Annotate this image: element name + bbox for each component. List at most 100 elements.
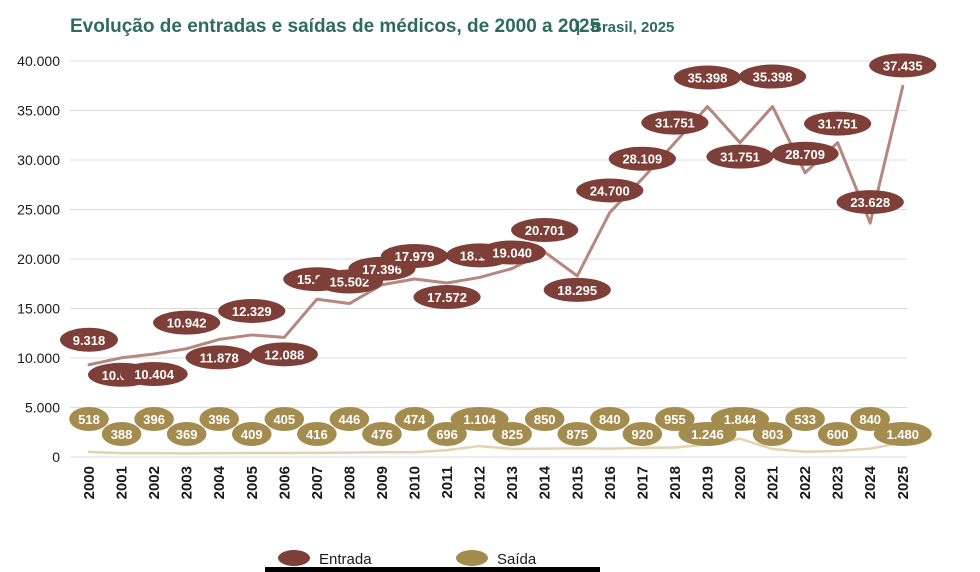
legend-entrada-label: Entrada: [319, 551, 372, 568]
saida-point-marker: [873, 422, 932, 446]
x-tick-label: 2022: [797, 466, 814, 499]
saida-point-marker: [362, 422, 402, 446]
saida-point-marker: [785, 407, 825, 431]
entrada-line: [87, 84, 905, 367]
entrada-data-label: 35.398: [753, 70, 793, 85]
saida-data-label: 840: [599, 412, 621, 427]
entrada-data-label: 31.751: [720, 150, 760, 165]
x-tick-label: 2018: [667, 466, 684, 499]
saida-data-label: 396: [208, 412, 230, 427]
legend-entrada-swatch: [278, 550, 310, 566]
saida-data-label: 696: [436, 427, 458, 442]
saida-point-marker: [711, 407, 769, 431]
entrada-point-marker: [185, 345, 253, 370]
entrada-data-label: 10.942: [167, 316, 207, 331]
y-tick-label: 35.000: [17, 103, 60, 119]
entrada-data-label: 18.295: [557, 283, 597, 298]
saida-data-label: 803: [762, 427, 784, 442]
entrada-data-label: 15.502: [330, 275, 370, 290]
x-tick-label: 2019: [699, 466, 716, 499]
entrada-point-marker: [250, 342, 318, 367]
y-tick-label: 5.000: [25, 400, 60, 416]
saida-data-label: 920: [631, 427, 653, 442]
x-tick-label: 2000: [81, 466, 98, 499]
entrada-point-marker: [120, 362, 188, 387]
saida-point-marker: [231, 422, 272, 446]
y-tick-label: 15.000: [17, 301, 60, 317]
saida-point-marker: [297, 422, 337, 446]
legend: Entrada Saída: [278, 550, 537, 568]
entrada-data-label: 20.701: [525, 223, 565, 238]
legend-saida-label: Saída: [497, 551, 537, 568]
x-tick-label: 2002: [146, 466, 163, 499]
x-tick-label: 2016: [602, 466, 619, 499]
entrada-point-marker: [608, 146, 676, 171]
saida-data-label: 369: [176, 427, 198, 442]
x-axis: 2000 2001 2002 2003 2004 2005 2006 2007 2008 2009…: [81, 465, 912, 499]
entrada-data-label: 23.628: [850, 195, 890, 210]
saida-point-marker: [752, 422, 793, 446]
x-tick-label: 2001: [114, 466, 131, 499]
entrada-point-marker: [804, 111, 872, 136]
entrada-data-label: 10.404: [134, 367, 175, 382]
x-tick-label: 2004: [211, 465, 228, 499]
x-tick-label: 2006: [276, 466, 293, 499]
entrada-point-marker: [153, 310, 221, 335]
saida-point-marker: [329, 407, 370, 431]
saida-point-marker: [817, 422, 858, 446]
x-tick-label: 2024: [862, 465, 879, 499]
saida-data-label: 840: [859, 412, 881, 427]
entrada-data-label: 9.318: [73, 333, 106, 348]
entrada-point-marker: [706, 144, 774, 169]
saida-data-label: 533: [794, 412, 816, 427]
saida-data-label: 875: [566, 427, 588, 442]
saida-data-label: 396: [143, 412, 165, 427]
saida-data-label: 825: [501, 427, 523, 442]
x-tick-label: 2023: [830, 466, 847, 499]
entrada-point-marker: [641, 110, 709, 135]
x-tick-label: 2014: [537, 465, 554, 499]
entrada-point-marker: [543, 277, 611, 302]
saida-data-label: 1.480: [886, 427, 919, 442]
saida-point-marker: [427, 422, 467, 446]
saida-data-label: 955: [664, 412, 686, 427]
x-tick-label: 2013: [504, 466, 521, 499]
entrada-point-marker: [576, 178, 644, 203]
saida-point-marker: [134, 407, 174, 431]
chart-title: Evolução de entradas e saídas de médicos…: [70, 16, 601, 37]
entrada-data-label: 19.040: [492, 246, 532, 261]
saida-data-label: 850: [534, 412, 556, 427]
entrada-point-marker: [218, 298, 286, 323]
saida-data-label: 476: [371, 427, 393, 442]
saida-point-marker: [264, 407, 305, 431]
series-lines: [87, 84, 905, 455]
entrada-point-marker: [380, 244, 449, 269]
chart-title-separator: |: [576, 19, 580, 36]
saida-data-label: 518: [78, 412, 100, 427]
saida-line: [87, 437, 904, 455]
saida-point-marker: [450, 407, 509, 431]
x-tick-label: 2008: [341, 466, 358, 499]
x-tick-label: 2017: [634, 466, 651, 499]
entrada-data-label: 12.088: [264, 347, 304, 362]
x-tick-label: 2007: [309, 466, 326, 499]
entrada-point-marker: [511, 218, 579, 243]
y-tick-label: 0: [52, 449, 60, 465]
saida-point-marker: [524, 407, 565, 431]
saida-point-marker: [394, 407, 435, 431]
entrada-point-marker: [836, 190, 904, 215]
y-tick-label: 40.000: [17, 53, 60, 69]
x-tick-label: 2005: [244, 466, 261, 499]
saida-data-label: 1.104: [463, 412, 496, 427]
x-tick-label: 2012: [472, 466, 489, 499]
entrada-data-label: 35.398: [688, 71, 728, 86]
saida-point-marker: [101, 422, 142, 446]
entrada-point-marker: [738, 64, 807, 89]
saida-data-label: 388: [111, 427, 133, 442]
data-labels: 9.31810.02210.40410.94211.87812.32912.08…: [60, 53, 937, 446]
entrada-data-label: 17.572: [427, 290, 467, 305]
bottom-bar: [265, 567, 600, 572]
saida-data-label: 474: [404, 412, 426, 427]
y-axis: 0 5.000 10.000 15.000 20.000 25.000 30.000 35.0…: [17, 53, 60, 465]
